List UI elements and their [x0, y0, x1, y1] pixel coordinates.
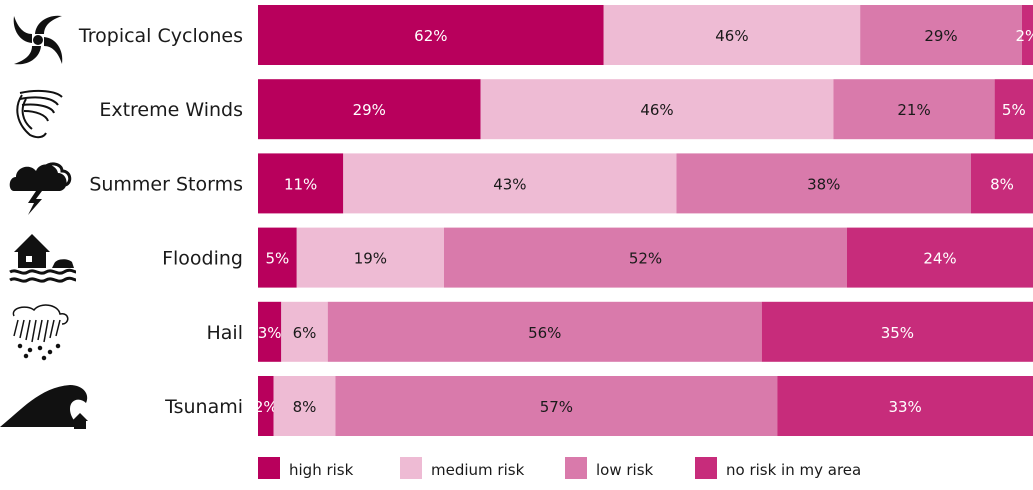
bars: 62% 46% 29% 2% 29% 46% 21% 5% 11% 43% 38% 8% 5% 19% 52…	[254, 5, 1033, 436]
legend-label: medium risk	[431, 461, 525, 479]
category-label: Tsunami	[164, 396, 243, 418]
bar-segment	[258, 227, 297, 288]
category-label: Summer Storms	[89, 173, 243, 195]
bar-segment	[480, 79, 834, 140]
flood-house-icon	[9, 234, 77, 283]
legend-swatch	[565, 457, 587, 479]
bar-segment	[847, 227, 1033, 288]
bar-segment	[971, 153, 1033, 214]
wind-icon	[16, 89, 63, 139]
bar-segment	[833, 79, 995, 140]
data-label: 56%	[528, 324, 561, 342]
legend-label: no risk in my area	[726, 461, 861, 479]
data-label: 5%	[1002, 101, 1026, 119]
bar-segment	[258, 5, 604, 65]
data-label: 8%	[990, 175, 1014, 193]
legend-label: high risk	[289, 461, 354, 479]
legend-label: low risk	[596, 461, 654, 479]
bar-segment	[343, 153, 677, 214]
data-label: 21%	[897, 101, 930, 119]
bar-segment	[335, 376, 778, 436]
tsunami-wave-icon	[0, 385, 88, 429]
data-label: 24%	[923, 250, 956, 268]
legend: high risk medium risk low risk no risk in m…	[258, 457, 861, 479]
bar-segment	[273, 376, 336, 436]
bar-segment	[761, 301, 1033, 362]
data-label: 46%	[715, 27, 748, 45]
legend-item: medium risk	[400, 457, 525, 479]
bar-segment	[258, 79, 481, 140]
legend-item: high risk	[258, 457, 354, 479]
legend-swatch	[400, 457, 422, 479]
data-label: 46%	[640, 101, 673, 119]
data-label: 5%	[265, 250, 289, 268]
data-label: 35%	[881, 324, 914, 342]
bar-segment	[603, 5, 861, 65]
bar-segment	[327, 301, 762, 362]
category-label: Extreme Winds	[99, 99, 243, 121]
bar-segment	[444, 227, 847, 288]
category-icons	[0, 15, 88, 429]
data-label: 29%	[353, 101, 386, 119]
bar-segment	[281, 301, 328, 362]
data-label: 3%	[258, 324, 282, 342]
storm-cloud-icon	[9, 162, 72, 215]
data-label: 11%	[284, 175, 317, 193]
legend-swatch	[258, 457, 280, 479]
data-label: 2%	[254, 398, 278, 416]
data-label: 8%	[293, 398, 317, 416]
legend-swatch	[695, 457, 717, 479]
bar-segment	[994, 79, 1033, 140]
data-label: 6%	[293, 324, 317, 342]
bar-segment	[1021, 5, 1033, 65]
cyclone-icon	[13, 15, 63, 65]
legend-item: low risk	[565, 457, 654, 479]
data-label: 33%	[888, 398, 921, 416]
bar-segment	[860, 5, 1022, 65]
bar-segment	[296, 227, 444, 288]
bar-segment	[777, 376, 1033, 436]
data-label: 2%	[1016, 27, 1033, 45]
bar-segment	[258, 376, 274, 436]
category-label: Hail	[207, 322, 244, 344]
data-label: 62%	[414, 27, 447, 45]
category-label: Flooding	[162, 248, 243, 270]
bar-segment	[258, 301, 282, 362]
data-label: 57%	[540, 398, 573, 416]
data-label: 19%	[354, 250, 387, 268]
data-label: 29%	[924, 27, 957, 45]
category-labels: Tropical Cyclones Extreme Winds Summer Sto…	[78, 25, 243, 418]
data-label: 38%	[807, 175, 840, 193]
hail-icon	[12, 304, 69, 361]
bar-segment	[676, 153, 971, 214]
bar-segment	[258, 153, 344, 214]
data-label: 43%	[493, 175, 526, 193]
category-label: Tropical Cyclones	[78, 25, 243, 47]
data-label: 52%	[629, 250, 662, 268]
legend-item: no risk in my area	[695, 457, 861, 479]
